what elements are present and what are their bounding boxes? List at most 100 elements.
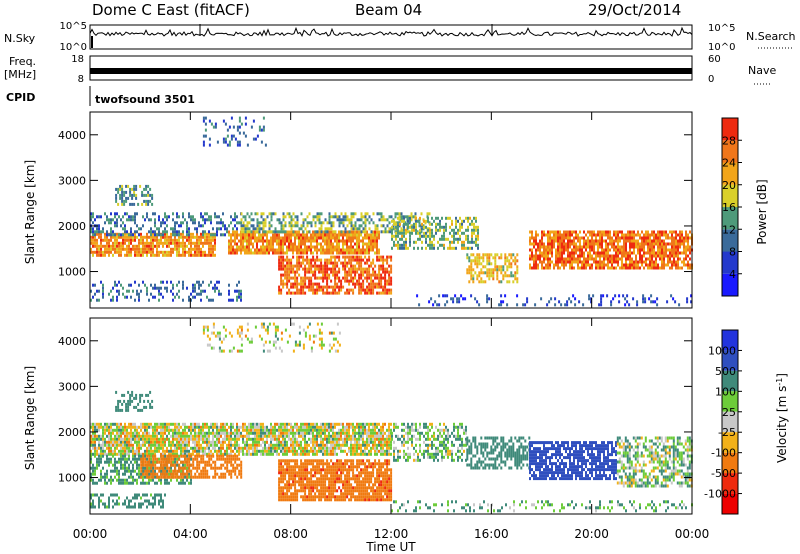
range-cell xyxy=(332,251,334,255)
range-cell xyxy=(222,425,224,429)
range-cell xyxy=(270,242,272,246)
range-cell xyxy=(368,245,370,249)
range-cell xyxy=(621,245,623,249)
range-cell xyxy=(252,242,254,246)
range-cell xyxy=(316,440,318,444)
range-cell xyxy=(352,449,354,453)
range-cell xyxy=(342,245,344,249)
range-cell xyxy=(388,270,391,274)
range-cell xyxy=(380,285,383,289)
range-cell xyxy=(200,232,202,236)
range-cell xyxy=(314,434,316,438)
range-cell xyxy=(294,285,297,289)
range-cell xyxy=(316,212,319,216)
range-cell xyxy=(288,279,291,283)
range-cell xyxy=(120,440,122,444)
range-cell xyxy=(651,239,653,243)
range-cell xyxy=(589,245,591,249)
range-cell xyxy=(164,286,166,290)
range-cell xyxy=(465,228,467,232)
range-cell xyxy=(559,242,561,246)
range-cell xyxy=(130,227,132,231)
range-cell xyxy=(657,248,659,252)
range-cell xyxy=(226,431,228,435)
range-cell xyxy=(328,267,331,271)
range-cell xyxy=(393,243,395,247)
range-cell xyxy=(252,137,255,141)
range-cell xyxy=(166,241,168,245)
range-cell xyxy=(154,434,156,438)
range-cell xyxy=(130,247,132,251)
range-cell xyxy=(439,225,441,229)
range-cell xyxy=(328,422,330,426)
range-cell xyxy=(238,425,240,429)
range-cell xyxy=(174,238,176,242)
range-cell xyxy=(230,248,232,252)
range-cell xyxy=(164,250,166,254)
range-cell xyxy=(324,258,327,262)
range-cell xyxy=(599,254,601,258)
range-cell xyxy=(184,247,186,251)
range-cell xyxy=(601,233,603,237)
range-cell xyxy=(312,251,314,255)
range-cell xyxy=(360,273,363,277)
range-cell xyxy=(112,443,114,447)
range-cell xyxy=(212,250,214,254)
range-cell xyxy=(194,425,196,429)
range-cell xyxy=(150,425,152,429)
range-cell xyxy=(350,251,352,255)
range-cell xyxy=(166,425,168,429)
range-cell xyxy=(234,248,236,252)
range-cell xyxy=(198,292,200,296)
range-cell xyxy=(364,288,367,292)
range-cell xyxy=(136,224,138,228)
range-cell xyxy=(252,437,254,441)
range-cell xyxy=(551,254,553,258)
range-cell xyxy=(617,251,619,255)
range-cell xyxy=(476,274,479,278)
range-cell xyxy=(204,218,206,222)
range-cell xyxy=(130,233,132,237)
range-cell xyxy=(260,140,263,144)
range-cell xyxy=(326,258,329,262)
range-cell xyxy=(318,264,321,268)
range-cell xyxy=(117,190,120,194)
range-cell xyxy=(470,262,473,266)
range-cell xyxy=(248,422,250,426)
range-cell xyxy=(286,443,288,447)
range-cell xyxy=(627,263,629,267)
range-cell xyxy=(184,253,186,257)
range-cell xyxy=(350,258,353,262)
range-cell xyxy=(290,267,293,271)
range-cell xyxy=(268,230,271,234)
range-cell xyxy=(282,440,284,444)
range-cell xyxy=(230,434,232,438)
range-cell xyxy=(324,233,326,237)
range-cell xyxy=(651,263,653,267)
range-cell xyxy=(136,250,138,254)
range-cell xyxy=(463,246,465,250)
range-cell xyxy=(154,425,156,429)
range-cell xyxy=(445,237,447,241)
range-cell xyxy=(230,239,232,243)
range-cell xyxy=(354,437,356,441)
range-cell xyxy=(129,202,132,206)
range-cell xyxy=(350,440,352,444)
range-cell xyxy=(399,246,401,250)
range-cell xyxy=(200,289,202,293)
range-cell xyxy=(336,245,338,249)
range-cell xyxy=(106,446,108,450)
range-cell xyxy=(496,268,499,272)
range-cell xyxy=(336,251,338,255)
range-cell xyxy=(138,244,140,248)
range-cell xyxy=(362,239,364,243)
range-cell xyxy=(368,285,371,289)
range-cell xyxy=(310,242,312,246)
range-cell xyxy=(563,242,565,246)
range-cell xyxy=(150,247,152,251)
range-cell xyxy=(601,248,603,252)
range-cell xyxy=(330,248,332,252)
range-cell xyxy=(663,260,665,264)
range-cell xyxy=(579,239,581,243)
range-cell xyxy=(431,216,433,220)
